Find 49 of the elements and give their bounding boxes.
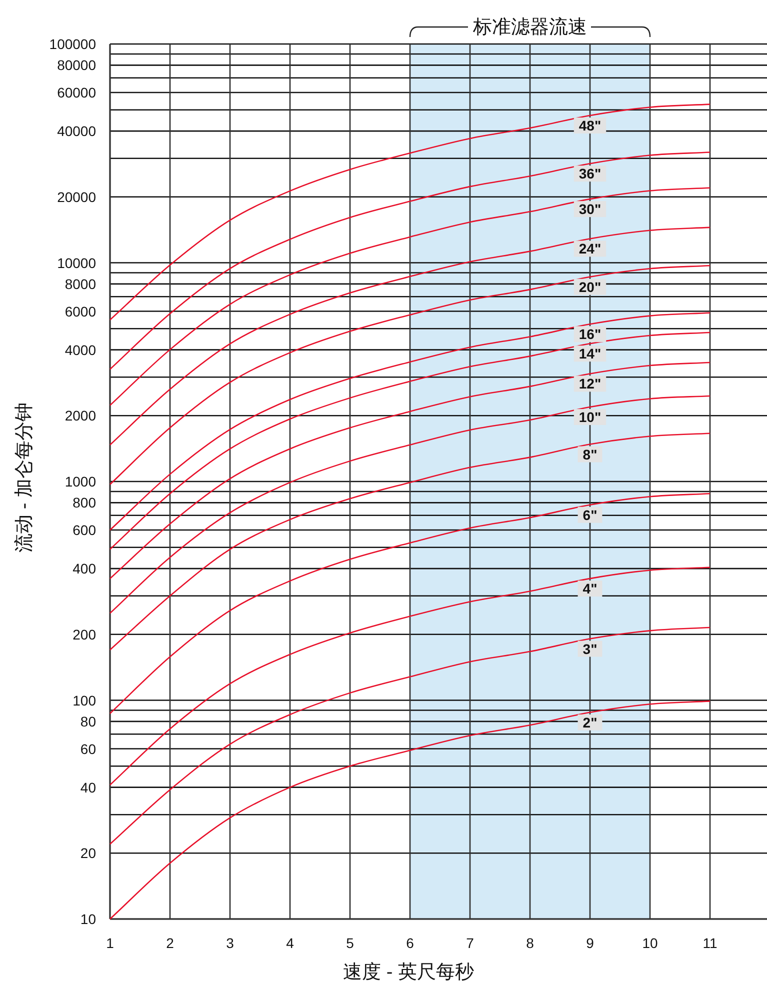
- x-tick-label: 8: [526, 935, 534, 951]
- x-tick-label: 11: [702, 935, 718, 951]
- y-tick-label: 100: [72, 692, 96, 708]
- y-axis-title: 流动 - 加仑每分钟: [13, 402, 35, 552]
- x-tick-label: 9: [586, 935, 594, 951]
- y-tick-label: 10: [80, 911, 96, 927]
- series-label: 4": [582, 580, 598, 597]
- series-label: 24": [578, 240, 602, 257]
- x-tick-label: 2: [166, 935, 174, 951]
- x-tick-label: 5: [346, 935, 354, 951]
- series-label: 20": [578, 278, 602, 295]
- series-label: 8": [582, 446, 598, 462]
- y-tick-label: 40: [80, 779, 96, 796]
- x-tick-label: 6: [406, 935, 414, 951]
- series-label: 36": [578, 166, 602, 182]
- series-label: 10": [578, 409, 602, 426]
- band-label: 标准滤器流速: [472, 16, 587, 38]
- y-tick-label: 600: [72, 522, 96, 538]
- x-tick-label: 1: [106, 935, 114, 951]
- y-tick-label: 800: [72, 494, 96, 511]
- y-tick-label: 80: [80, 713, 96, 730]
- series-label: 48": [578, 118, 602, 134]
- y-tick-label: 40000: [57, 123, 96, 140]
- series-label: 30": [578, 201, 602, 218]
- y-tick-label: 10000: [57, 254, 96, 271]
- series-label: 12": [578, 376, 602, 392]
- y-tick-label: 8000: [64, 276, 96, 292]
- x-tick-label: 4: [286, 935, 294, 951]
- y-tick-label: 60000: [57, 84, 96, 101]
- series-label: 14": [578, 346, 602, 362]
- y-tick-label: 100000: [49, 36, 96, 52]
- x-axis-title: 速度 - 英尺每秒: [343, 961, 474, 983]
- y-tick-label: 20: [80, 845, 96, 862]
- series-label: 2": [582, 714, 598, 730]
- y-tick-label: 400: [72, 560, 96, 577]
- y-tick-label: 1000: [64, 474, 96, 490]
- y-tick-label: 60: [80, 740, 96, 757]
- x-tick-label: 7: [466, 935, 474, 951]
- y-tick-label: 80000: [57, 57, 96, 74]
- series-label: 16": [578, 326, 602, 342]
- series-label: 6": [582, 506, 598, 523]
- y-tick-label: 200: [72, 626, 96, 642]
- x-tick-label: 3: [226, 935, 234, 951]
- y-tick-label: 6000: [64, 303, 96, 320]
- x-tick-label: 10: [642, 935, 658, 951]
- y-tick-label: 4000: [64, 342, 96, 358]
- y-tick-label: 20000: [57, 188, 96, 205]
- y-tick-label: 2000: [64, 408, 96, 424]
- series-label: 3": [582, 640, 598, 657]
